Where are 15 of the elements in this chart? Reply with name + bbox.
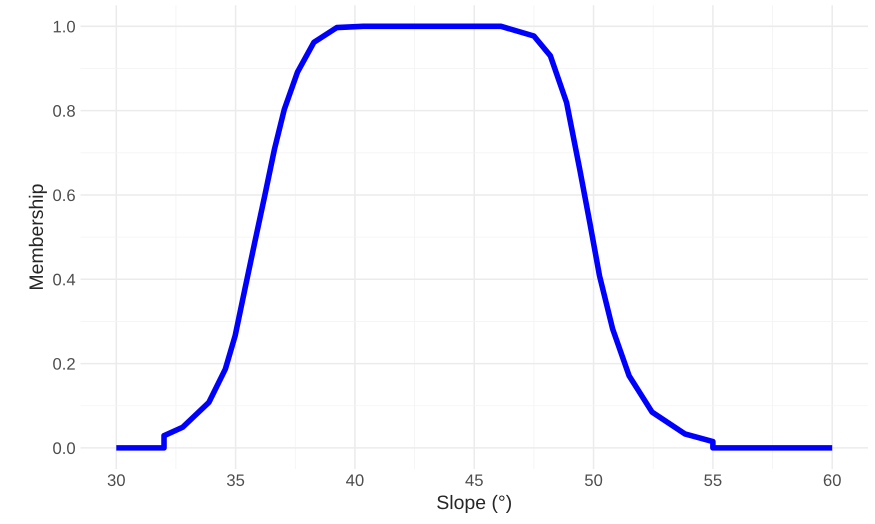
y-tick-label: 0.6 [53,189,75,202]
x-tick-label: 50 [584,474,602,486]
x-axis-title: Slope (°) [437,494,511,514]
x-tick-label: 30 [108,474,125,486]
x-tick-label: 40 [346,474,364,486]
y-axis-title: Membership [28,184,47,289]
x-tick-label: 45 [465,474,483,486]
y-tick-label: 0.2 [53,358,75,370]
x-tick-label: 60 [824,474,841,486]
y-tick-label: 1.0 [54,20,75,33]
y-tick-label: 0.8 [53,105,75,117]
y-tick-label: 0.4 [53,274,76,286]
x-tick-label: 35 [226,474,244,486]
x-tick-label: 55 [704,474,722,486]
y-tick-label: 0.0 [53,442,75,454]
